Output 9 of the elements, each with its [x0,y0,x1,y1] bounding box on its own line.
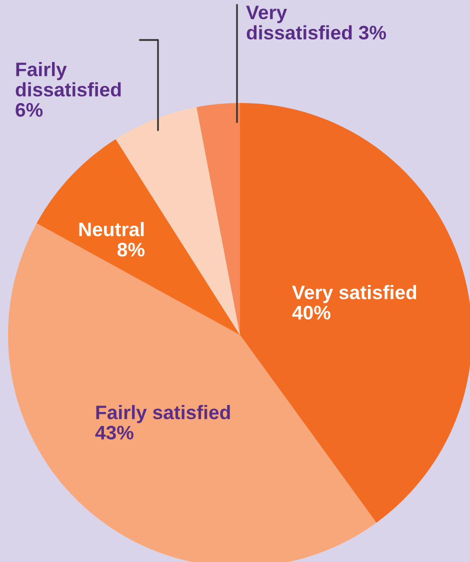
data-label: 8% [118,242,144,257]
slice-label: Fairly satisfied [96,405,230,424]
slice-label: Very dissatisfied 3% [246,6,386,40]
data-label: 6% [16,102,43,117]
slice-label: Very satisfied [292,285,416,304]
data-label: 40% [292,306,330,320]
slice-label: Fairly dissatisfied [16,62,121,97]
slice-label: Neutral [79,222,144,236]
data-label: 43% [95,426,134,440]
